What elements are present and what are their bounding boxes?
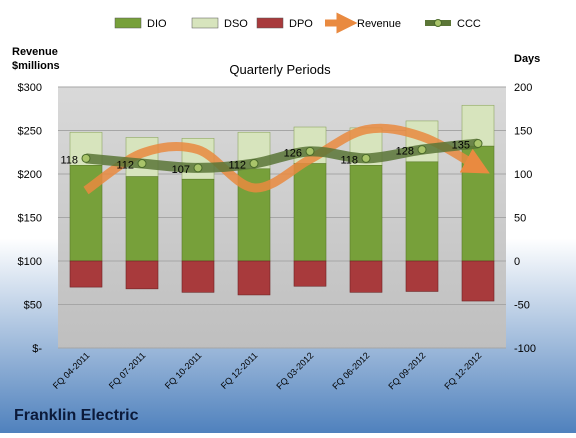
bar-dpo xyxy=(181,260,215,293)
legend-label: DPO xyxy=(289,18,313,30)
ccc-point xyxy=(305,146,315,156)
bar-dpo xyxy=(125,260,159,290)
ccc-point xyxy=(473,139,483,149)
left-tick-label: $200 xyxy=(18,169,42,181)
ccc-data-label: 107 xyxy=(172,164,190,176)
left-tick-label: $50 xyxy=(24,300,42,312)
ccc-data-label: 112 xyxy=(228,160,246,172)
left-tick-label: $300 xyxy=(18,82,42,94)
legend-marker xyxy=(434,19,442,27)
bar-dpo xyxy=(405,260,439,292)
right-tick-label: 200 xyxy=(514,82,532,94)
left-axis-label-line2: $millions xyxy=(12,60,60,72)
ccc-data-label: 118 xyxy=(60,154,78,166)
ccc-line xyxy=(85,138,479,173)
company-name: Franklin Electric xyxy=(14,407,139,424)
legend-swatch xyxy=(191,17,219,29)
left-axis-label-line1: Revenue xyxy=(12,46,58,58)
revenue-line xyxy=(83,123,490,195)
ccc-data-label: 135 xyxy=(452,140,470,152)
left-tick-label: $100 xyxy=(18,256,42,268)
right-tick-label: 150 xyxy=(514,126,532,138)
ccc-point xyxy=(137,159,147,169)
left-tick-label: $250 xyxy=(18,126,42,138)
bar-dpo xyxy=(461,260,495,302)
left-tick-label: $- xyxy=(32,343,42,355)
bar-dio xyxy=(405,161,439,262)
bar-dpo xyxy=(237,260,271,296)
bar-dio xyxy=(125,176,159,262)
chart-title: Quarterly Periods xyxy=(229,62,331,77)
right-tick-label: -50 xyxy=(514,300,530,312)
ccc-data-label: 112 xyxy=(116,160,134,172)
right-tick-label: 50 xyxy=(514,213,526,225)
bar-dio xyxy=(349,165,383,262)
ccc-point xyxy=(249,159,259,169)
ccc-point xyxy=(81,153,91,163)
right-axis-label: Days xyxy=(514,53,540,65)
left-tick-label: $150 xyxy=(18,213,42,225)
revenue-layer xyxy=(83,123,490,195)
bar-dpo xyxy=(349,260,383,293)
ccc-point xyxy=(193,163,203,173)
bar-dpo xyxy=(69,260,103,288)
bar-dio xyxy=(293,163,327,262)
legend-label: Revenue xyxy=(357,18,401,30)
ccc-point xyxy=(417,145,427,155)
legend: DIO DSO DPO Revenue CCC xyxy=(114,12,481,34)
ccc-data-label: 128 xyxy=(396,146,414,158)
right-axis-ticks: -100 -50 0 50 100 150 200 xyxy=(514,82,536,355)
ccc-layer: 118 112 107 112 126 118 128 135 xyxy=(60,138,483,176)
legend-swatch xyxy=(114,17,142,29)
left-axis-ticks: $- $50 $100 $150 $200 $250 $300 xyxy=(18,82,43,355)
right-tick-label: -100 xyxy=(514,343,536,355)
legend-label: CCC xyxy=(457,18,481,30)
legend-label: DIO xyxy=(147,18,167,30)
bar-dio xyxy=(181,178,215,262)
right-tick-label: 100 xyxy=(514,169,532,181)
ccc-point xyxy=(361,153,371,163)
bar-dpo xyxy=(293,260,327,287)
ccc-data-label: 126 xyxy=(284,147,302,159)
right-tick-label: 0 xyxy=(514,256,520,268)
legend-label: DSO xyxy=(224,18,248,30)
ccc-data-label: 118 xyxy=(340,154,358,166)
legend-swatch xyxy=(256,17,284,29)
